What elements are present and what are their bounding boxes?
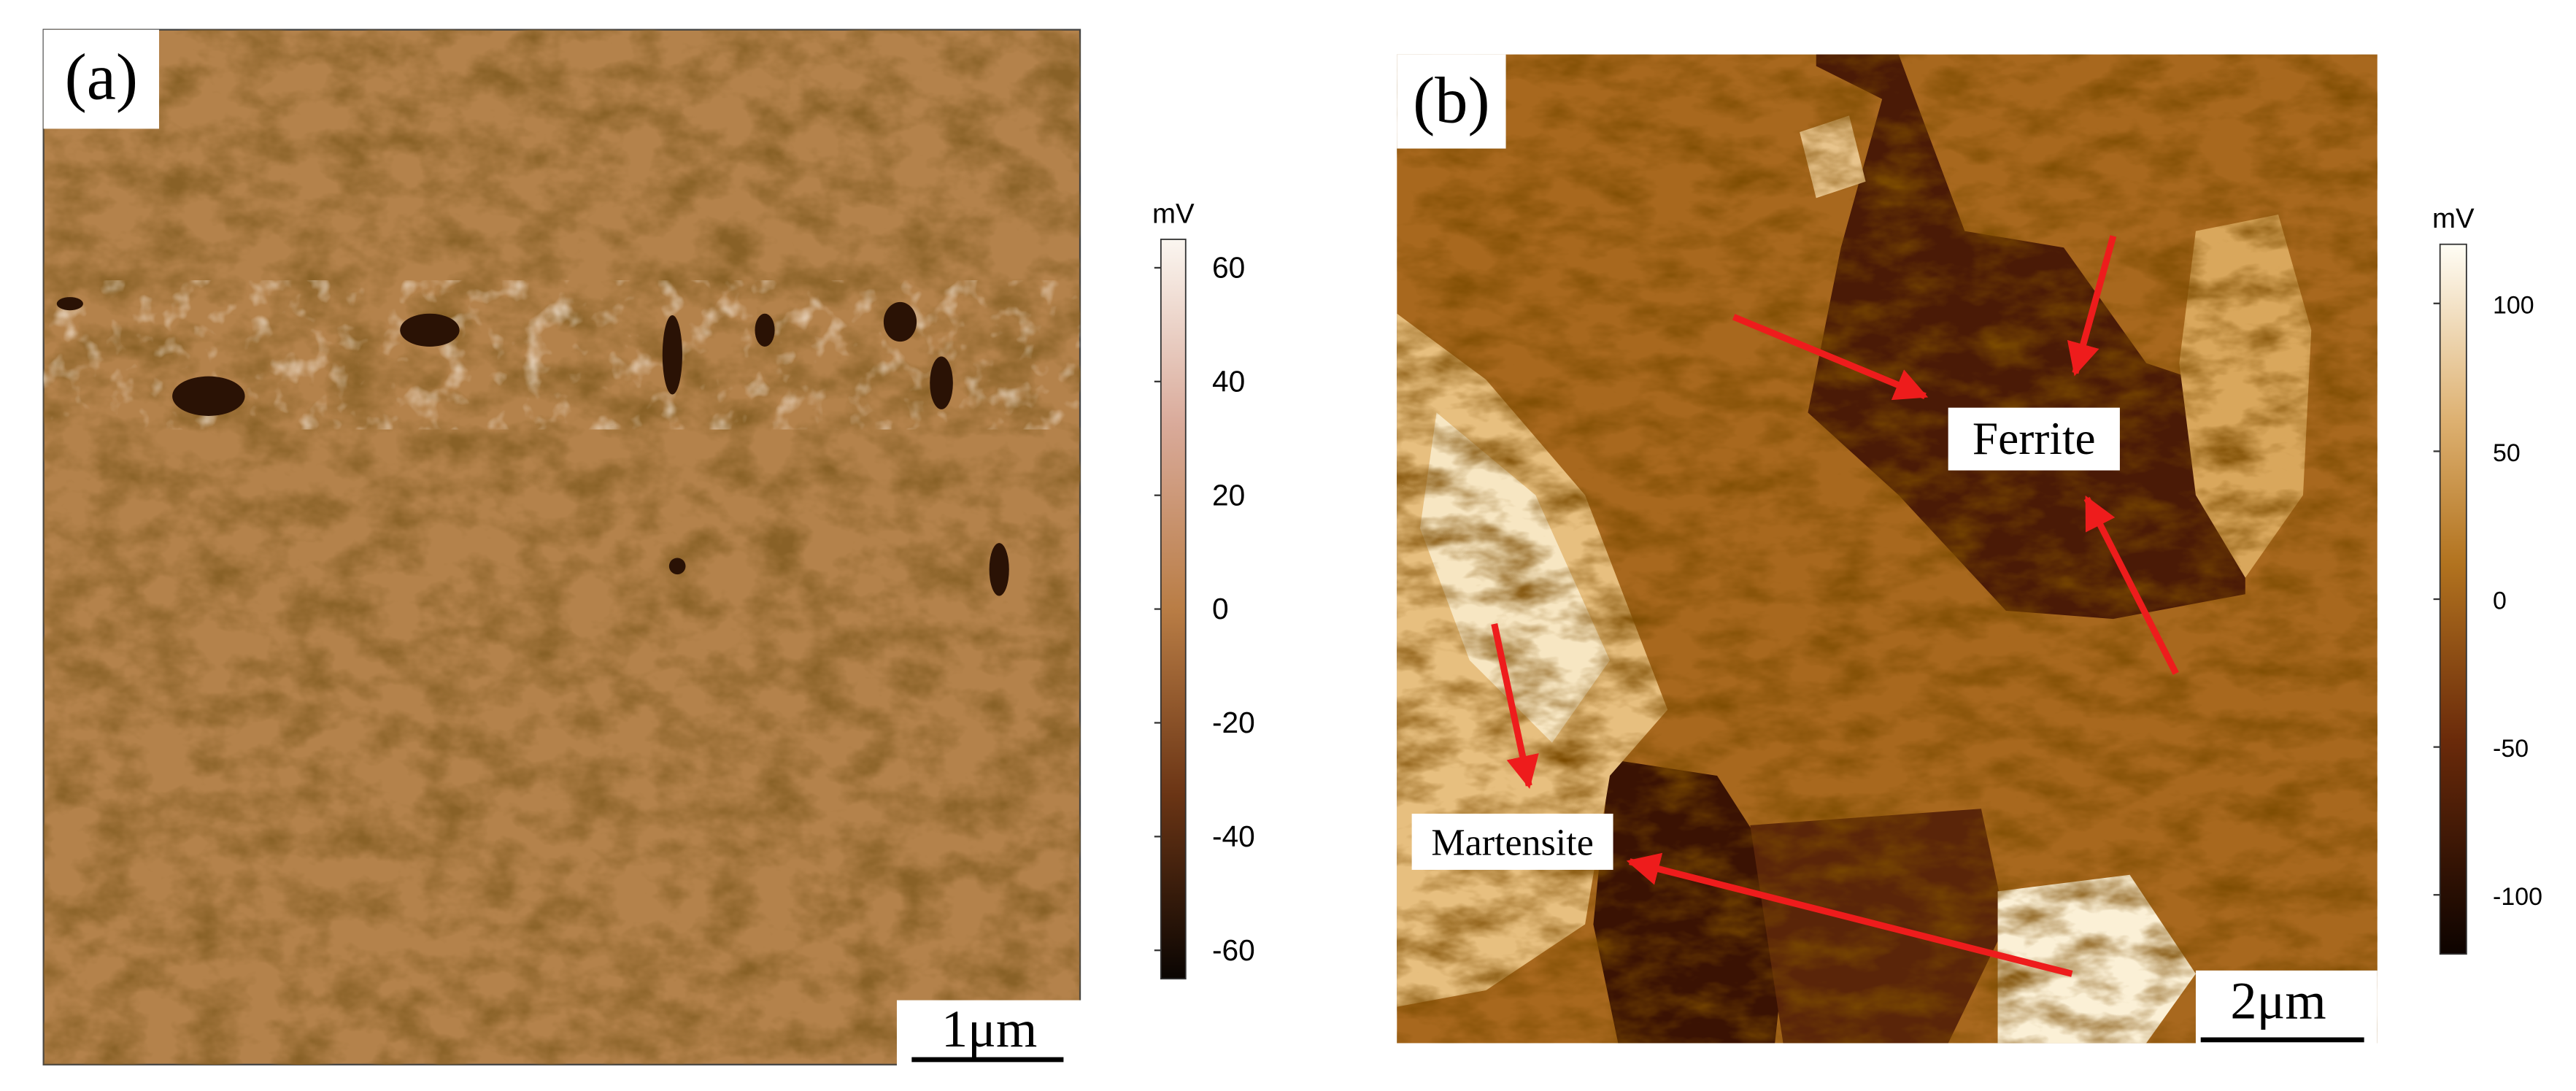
colorbar-tick-label: 20 <box>1212 478 1245 512</box>
panel-label: (b) <box>1413 63 1489 136</box>
colorbar-tick-label: -50 <box>2493 735 2529 763</box>
colorbar-tick-label: 40 <box>1212 364 1245 398</box>
colorbar <box>2439 243 2467 955</box>
colorbar-tick-label: 60 <box>1212 250 1245 284</box>
arrow <box>1491 622 1539 790</box>
colorbar-tick-label: -20 <box>1212 706 1255 739</box>
arrows <box>1491 235 2179 977</box>
colorbar-unit: mV <box>2432 203 2475 234</box>
label-box <box>43 29 159 129</box>
scale-bar-label: 2μm <box>2230 971 2326 1030</box>
arrow <box>2067 235 2117 377</box>
annotation: Ferrite <box>1973 413 2096 464</box>
label-box <box>1397 54 1506 149</box>
panel-label: (a) <box>65 40 138 114</box>
arrow <box>1732 314 1929 401</box>
colorbar-tick-label: 100 <box>2493 291 2534 319</box>
colorbar <box>1160 239 1187 980</box>
colorbar-tick-label: -40 <box>1212 820 1255 853</box>
arrow <box>1626 852 2073 977</box>
colorbar-unit: mV <box>1152 198 1195 229</box>
colorbar-tick-label: 50 <box>2493 439 2521 467</box>
colorbar-tick-label: -60 <box>1212 933 1255 967</box>
annotation: Martensite <box>1431 822 1593 864</box>
scale-bar-box <box>2195 970 2378 1045</box>
scale-bar-label: 1μm <box>941 1000 1037 1058</box>
colorbar-tick-label: 0 <box>1212 592 1229 625</box>
annotation-box <box>1948 407 2120 471</box>
scale-bar-box <box>896 1000 1082 1067</box>
colorbar-tick-label: 0 <box>2493 587 2507 615</box>
annotation-box <box>1411 814 1613 870</box>
colorbar-tick-label: -100 <box>2493 883 2542 911</box>
arrow <box>2083 496 2179 675</box>
afm-image-b <box>1397 54 2378 1044</box>
afm-image-a <box>42 28 1081 1065</box>
